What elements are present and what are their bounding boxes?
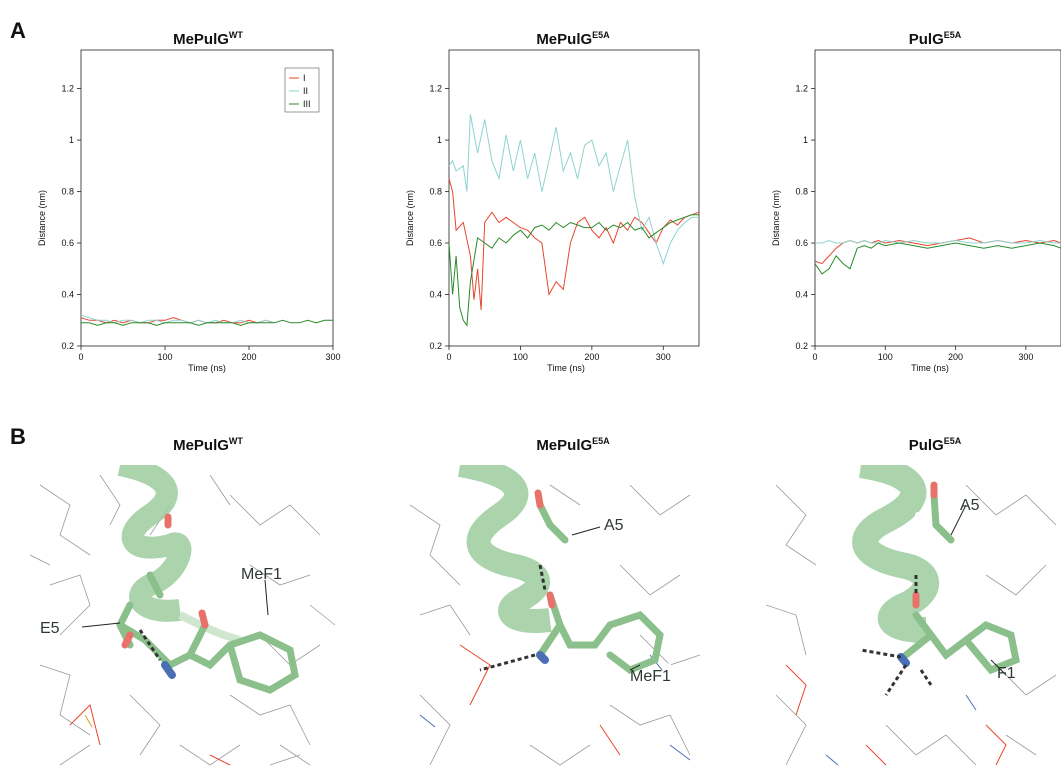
plot-frame	[814, 49, 1061, 347]
series-line-3	[814, 242, 1061, 275]
x-axis-label: Time (ns)	[911, 363, 949, 373]
residue-sticks-2	[536, 501, 664, 674]
y-tick-label: 0.6	[61, 238, 74, 248]
structure-title-2-main: MePulG	[536, 437, 593, 454]
structure-image-3	[766, 465, 1057, 766]
x-axis-label: Time (ns)	[547, 363, 585, 373]
plot-frame	[80, 49, 334, 347]
x-tick-label: 0	[812, 352, 817, 362]
distance-chart-2-svg: 0.2 0.4 0.6 0.8 1 1.2 0 100 200 300 Time (ns) Dista…	[405, 49, 700, 373]
chart-title-1-sup: WT	[228, 30, 243, 40]
label-mef1-2: MeF1	[630, 668, 671, 685]
structure-title-2: MePulGE5A	[443, 436, 703, 454]
residue-sticks-3	[902, 491, 1021, 675]
series-line-2	[815, 239, 1061, 244]
structure-title-3-main: PulG	[908, 437, 944, 454]
helix-ribbon-3	[852, 465, 939, 643]
helix-ribbon-1	[117, 465, 192, 622]
series-line-3	[81, 319, 333, 326]
panel-letter-b: B	[10, 424, 26, 449]
y-tick-label: 1.2	[61, 84, 74, 94]
legend-label: III	[303, 99, 311, 109]
structure-title-3: PulGE5A	[805, 436, 1061, 454]
y-tick-label: 0.6	[795, 238, 808, 248]
axes-3: 0.2 0.4 0.6 0.8 1 1.2 0 100 200 300 Time (ns) Dista…	[771, 49, 1061, 373]
series-line-1	[814, 237, 1061, 265]
x-tick-label: 300	[1018, 352, 1033, 362]
y-axis-label: Distance (nm)	[37, 190, 47, 246]
legend-label: II	[303, 86, 308, 96]
chart-title-2-sup: E5A	[592, 30, 610, 40]
chart-title-3: PulGE5A	[805, 30, 1061, 48]
panel-letter-a: A	[10, 18, 26, 43]
x-tick-label: 200	[948, 352, 963, 362]
legend-label: I	[303, 73, 306, 83]
x-tick-label: 300	[325, 352, 340, 362]
y-tick-label: 0.4	[61, 290, 74, 300]
label-a5-3: A5	[960, 497, 980, 514]
y-tick-label: 1.2	[795, 84, 808, 94]
x-tick-label: 100	[157, 352, 172, 362]
x-tick-label: 0	[446, 352, 451, 362]
structure-title-1-sup: WT	[228, 436, 243, 446]
x-axis-label: Time (ns)	[188, 363, 226, 373]
label-e5: E5	[40, 620, 60, 637]
series-line-2	[448, 114, 699, 266]
y-tick-label: 1.2	[429, 84, 442, 94]
y-tick-label: 1	[437, 135, 442, 145]
x-tick-label: 100	[513, 352, 528, 362]
chart-title-3-sup: E5A	[943, 30, 962, 40]
y-tick-label: 0.4	[429, 290, 442, 300]
y-tick-label: 0.2	[795, 341, 808, 351]
y-tick-label: 0.4	[795, 290, 808, 300]
solvent-wireframe-3	[766, 484, 1057, 766]
y-tick-label: 1	[803, 135, 808, 145]
structure-image-1	[30, 465, 336, 766]
label-mef1-1: MeF1	[241, 566, 282, 583]
y-tick-label: 0.2	[61, 341, 74, 351]
chart-title-1: MePulGWT	[78, 30, 338, 48]
y-axis-label: Distance (nm)	[405, 190, 415, 246]
y-tick-label: 0.6	[429, 238, 442, 248]
y-axis-label: Distance (nm)	[771, 190, 781, 246]
axes-2: 0.2 0.4 0.6 0.8 1 1.2 0 100 200 300 Time (ns) Dista…	[405, 49, 700, 373]
y-tick-label: 0.8	[429, 187, 442, 197]
chart-title-2-main: MePulG	[536, 31, 593, 48]
label-a5-2: A5	[604, 517, 624, 534]
structure-title-2-sup: E5A	[592, 436, 610, 446]
legend-box	[284, 67, 320, 113]
structure-image-2	[409, 465, 701, 766]
x-tick-label: 200	[584, 352, 599, 362]
label-f1: F1	[997, 665, 1016, 682]
chart-title-1-main: MePulG	[173, 31, 229, 48]
structure-title-1: MePulGWT	[78, 436, 338, 454]
plot-frame	[448, 49, 700, 347]
distance-chart-3-svg: 0.2 0.4 0.6 0.8 1 1.2 0 100 200 300 Time (ns) Dista…	[771, 49, 1061, 373]
series-line-1	[80, 317, 275, 324]
x-tick-label: 0	[78, 352, 83, 362]
y-tick-label: 1	[69, 135, 74, 145]
axes-1: 0.2 0.4 0.6 0.8 1 1.2 0 100 200 300 Time (ns) Dista…	[37, 49, 341, 373]
structure-title-3-sup: E5A	[943, 436, 962, 446]
y-tick-label: 0.8	[795, 187, 808, 197]
structure-title-1-main: MePulG	[173, 437, 229, 454]
x-tick-label: 200	[241, 352, 256, 362]
y-tick-label: 0.8	[61, 187, 74, 197]
series-line-1	[448, 178, 700, 311]
chart-title-2: MePulGE5A	[443, 30, 703, 48]
x-tick-label: 100	[878, 352, 893, 362]
x-tick-label: 300	[656, 352, 671, 362]
distance-chart-1-svg: 0.2 0.4 0.6 0.8 1 1.2 0 100 200 300 Time (ns) Dista…	[37, 49, 341, 373]
series-line-3	[448, 214, 699, 327]
y-tick-label: 0.2	[429, 341, 442, 351]
helix-ribbon-2	[457, 465, 552, 633]
solvent-wireframe-1	[30, 474, 336, 766]
chart-title-3-main: PulG	[908, 31, 944, 48]
